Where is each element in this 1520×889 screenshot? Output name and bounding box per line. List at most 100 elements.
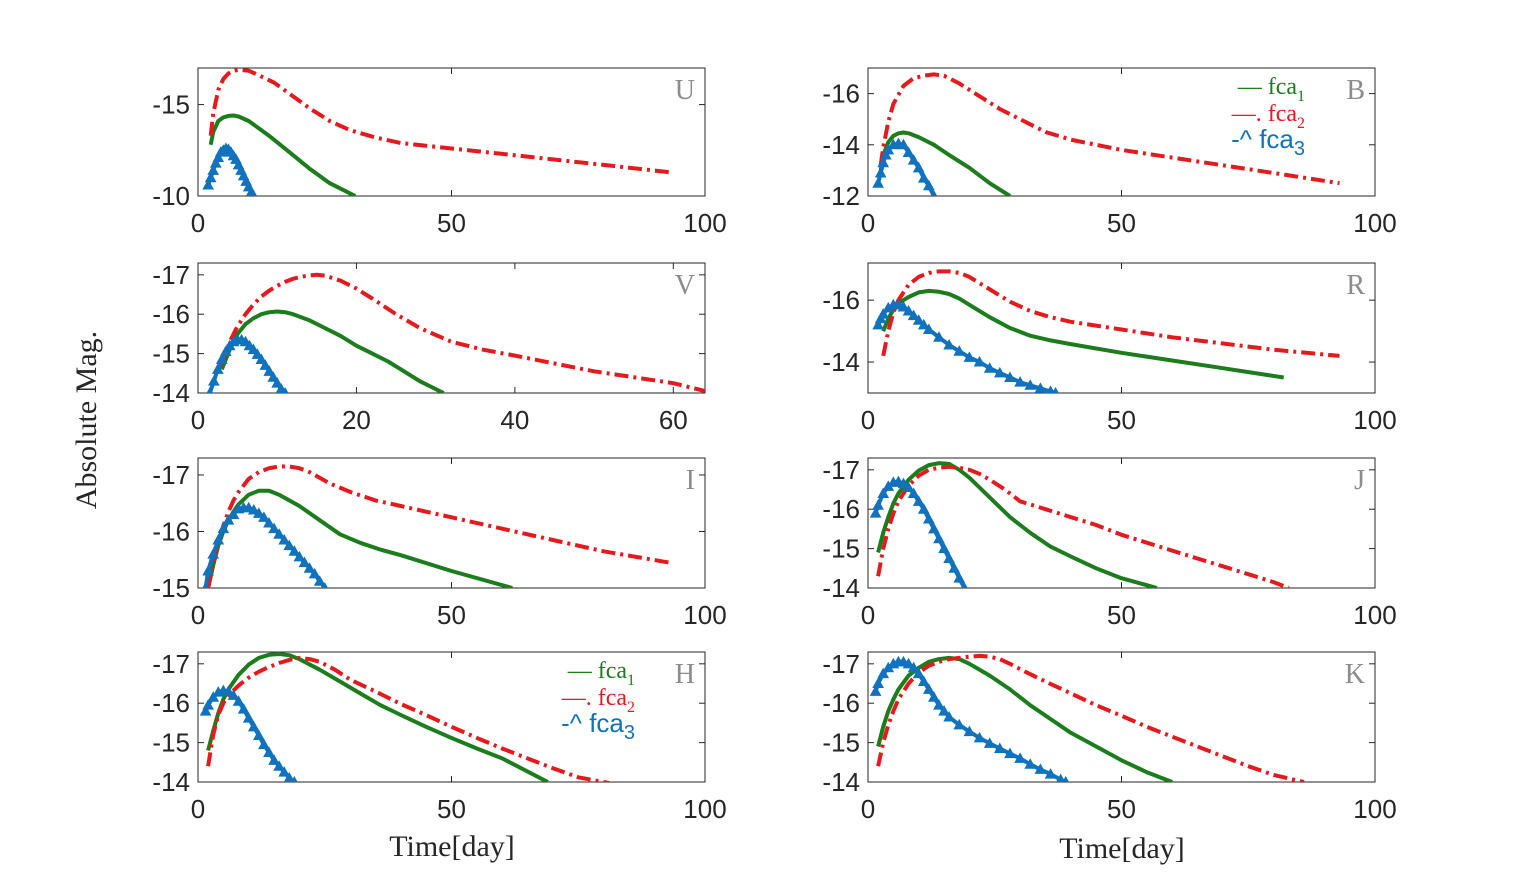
series-line-fca2 xyxy=(206,655,614,782)
panel-R: 0 50 100 -16 -14 R xyxy=(822,262,1397,435)
data-point-fca3 xyxy=(252,507,265,518)
x-tick-label: 50 xyxy=(437,600,466,630)
data-point-fca3 xyxy=(933,532,945,544)
axes-box xyxy=(867,457,1376,589)
data-point-fca3 xyxy=(202,581,209,588)
y-tick-label: -12 xyxy=(822,181,860,211)
data-point-fca3 xyxy=(869,507,882,518)
data-point-fca3 xyxy=(983,362,996,373)
data-point-fca3 xyxy=(207,164,220,175)
y-tick-label: -15 xyxy=(152,573,190,603)
data-point-fca3 xyxy=(874,166,887,178)
series-group xyxy=(199,652,614,782)
data-point-fca3 xyxy=(973,731,986,743)
data-point-fca3 xyxy=(211,363,224,374)
data-point-fca3 xyxy=(872,177,884,188)
data-point-fca3 xyxy=(1024,379,1037,390)
data-point-fca3 xyxy=(202,699,214,710)
data-point-fca3 xyxy=(259,359,272,370)
data-point-fca3 xyxy=(912,495,925,506)
axes-box xyxy=(197,651,706,783)
legend-marker: — xyxy=(1237,74,1268,100)
x-tick-label: 20 xyxy=(342,405,371,435)
data-point-fca3 xyxy=(877,308,890,319)
data-point-fca3 xyxy=(953,718,966,730)
data-point-fca3 xyxy=(209,157,222,168)
x-axis-label-left: Time[day] xyxy=(389,830,515,863)
x-tick-label: 50 xyxy=(437,208,466,238)
legend-entry-2: —. fca2 xyxy=(561,685,635,716)
x-tick-label: 0 xyxy=(861,405,875,435)
data-point-fca3 xyxy=(1004,747,1016,759)
data-point-fca3 xyxy=(902,481,915,493)
series-line-fca1 xyxy=(219,309,445,393)
legend-entry-3: -^ fca3 xyxy=(561,708,635,744)
x-tick-label: 0 xyxy=(861,208,875,238)
legend-marker: —. xyxy=(1231,101,1268,127)
data-point-fca3 xyxy=(1055,773,1066,782)
data-point-fca3 xyxy=(993,366,1006,378)
legend-marker: -^ xyxy=(561,708,589,738)
legend-subscript: 3 xyxy=(624,722,635,744)
series-group xyxy=(202,464,670,588)
data-point-fca3 xyxy=(212,533,225,545)
data-point-fca3 xyxy=(963,725,976,737)
data-point-fca3 xyxy=(263,746,275,757)
y-tick-label: -14 xyxy=(822,767,860,797)
data-point-fca3 xyxy=(973,356,986,367)
data-point-fca3 xyxy=(938,542,950,554)
data-point-fca3 xyxy=(933,331,945,342)
y-tick-label: -15 xyxy=(152,90,190,120)
band-label: I xyxy=(686,465,695,496)
data-point-fca3 xyxy=(943,552,955,563)
data-point-fca3 xyxy=(928,691,940,702)
data-point-fca3 xyxy=(290,775,298,782)
data-point-fca3 xyxy=(897,477,910,489)
data-point-fca3 xyxy=(907,309,920,321)
data-point-fca3 xyxy=(953,345,966,356)
data-point-fca3 xyxy=(872,677,884,689)
y-tick-label: -15 xyxy=(152,339,190,369)
data-point-fca3 xyxy=(902,657,915,669)
y-tick-label: -10 xyxy=(152,181,190,211)
data-point-fca3 xyxy=(298,556,311,568)
data-point-fca3 xyxy=(212,151,225,163)
data-point-fca3 xyxy=(912,161,925,173)
data-point-fca3 xyxy=(207,375,220,386)
series-group xyxy=(872,269,1340,393)
data-point-fca3 xyxy=(938,705,950,716)
panel-J: 0 50 100 -17 -16 -15 -14 J xyxy=(822,455,1396,630)
data-point-fca3 xyxy=(928,522,940,534)
data-point-fca3 xyxy=(1034,382,1047,393)
y-tick-label: -14 xyxy=(822,573,860,603)
data-point-fca3 xyxy=(907,487,920,498)
legend-entry-3: -^ fca3 xyxy=(1231,124,1305,160)
data-point-fca3 xyxy=(227,508,240,520)
data-point-fca3 xyxy=(273,528,285,539)
data-point-fca3 xyxy=(917,675,930,687)
data-point-fca3 xyxy=(204,171,217,183)
data-point-fca3 xyxy=(1046,385,1055,393)
x-tick-label: 0 xyxy=(191,405,205,435)
data-point-fca3 xyxy=(247,720,260,732)
data-point-fca3 xyxy=(252,729,265,741)
data-point-fca3 xyxy=(247,503,260,515)
series-line-fca1 xyxy=(208,113,357,196)
panel-H: 0 50 100-17-16-15-14H— fca1—. fca2-^ fca3 xyxy=(152,649,726,824)
data-point-fca3 xyxy=(922,513,935,524)
data-point-fca3 xyxy=(872,318,884,330)
axes-box xyxy=(197,67,706,197)
data-point-fca3 xyxy=(219,345,232,357)
x-tick-label: 100 xyxy=(1353,794,1396,824)
x-tick-label: 100 xyxy=(683,794,726,824)
series-group xyxy=(872,72,1340,196)
legend: — fca1—. fca2-^ fca3 xyxy=(561,658,635,744)
data-point-fca3 xyxy=(308,567,321,579)
data-point-fca3 xyxy=(258,738,270,750)
data-point-fca3 xyxy=(930,189,938,196)
data-point-fca3 xyxy=(922,683,935,694)
panel-V: 0 20 40 60 -17 -16 -15 -14 V xyxy=(152,260,706,435)
x-tick-label: 100 xyxy=(1353,405,1396,435)
